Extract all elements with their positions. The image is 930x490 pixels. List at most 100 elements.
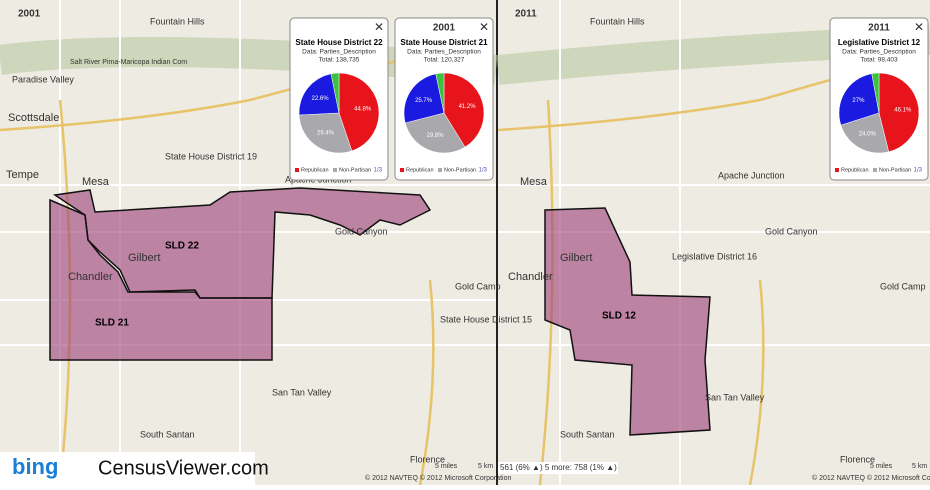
place: State House District 19 [165, 151, 257, 161]
copyright: © 2012 NAVTEQ © 2012 Microsoft Corporati… [365, 474, 511, 482]
legend-swatch [835, 168, 839, 172]
legend-swatch [438, 168, 442, 172]
brand-box [0, 452, 255, 485]
pie-slice [840, 112, 890, 154]
place: Gold Camp [455, 281, 501, 291]
slice-label: 29.8% [427, 133, 445, 139]
pager[interactable]: 1/3 [374, 168, 383, 174]
slice-label: 27% [852, 98, 865, 104]
legend-swatch [295, 168, 299, 172]
pie-slice [298, 112, 353, 154]
pie-slice [338, 72, 380, 152]
pie-slice [443, 72, 485, 148]
place: Chandler [508, 271, 553, 283]
status: 561 (6% ▲) 5 more: 758 (1% ▲) [500, 463, 617, 472]
place: Gold Canyon [335, 226, 388, 236]
place: Paradise Valley [12, 74, 74, 84]
site: CensusViewer.com [98, 457, 269, 479]
place: State House District 15 [440, 314, 532, 324]
legend-swatch [333, 168, 337, 172]
legend-swatch [873, 168, 877, 172]
legend-label: Non-Partisan [444, 167, 476, 173]
place: Florence [840, 454, 875, 464]
slice-label: 22.6% [312, 96, 330, 102]
legend-swatch [400, 168, 404, 172]
pager[interactable]: 1/3 [479, 168, 488, 174]
popup-subtitle: Data: Parties_Description [302, 49, 376, 56]
popup-title: State House District 21 [400, 38, 488, 47]
legend-label: Republican [841, 167, 869, 173]
popup-total: Total: 120,327 [424, 57, 465, 64]
district-22[interactable] [52, 187, 432, 299]
district-label: SLD 21 [95, 318, 129, 329]
close[interactable]: ✕ [914, 20, 924, 34]
popup-total: Total: 98,403 [860, 57, 898, 64]
popup-header: 2001 [433, 23, 456, 34]
popup-title: State House District 22 [295, 38, 383, 47]
legend-label: Non-Partisan [879, 167, 911, 173]
place: Scottsdale [8, 112, 59, 124]
pie-slice [330, 72, 340, 114]
popup: ✕ 2001 State House District 21 Data: Partie… [394, 17, 494, 181]
pie-slice [878, 72, 920, 153]
district-12[interactable] [544, 207, 711, 436]
popup-total: Total: 138,735 [319, 57, 360, 64]
place: Legislative District 16 [672, 251, 757, 261]
scale: 5 km [478, 463, 493, 470]
place: Florence [410, 454, 445, 464]
place: Gilbert [128, 252, 160, 264]
divider [496, 0, 498, 485]
slice-label: 24.0% [859, 132, 877, 138]
pager[interactable]: 1/3 [914, 168, 923, 174]
slice-label: 44.8% [354, 107, 372, 113]
year: 2011 [515, 9, 537, 20]
slice-label: 25.7% [415, 98, 433, 104]
pie-slice [435, 72, 445, 114]
place: Fountain Hills [590, 16, 645, 26]
popup-subtitle: Data: Parties_Description [407, 49, 481, 56]
place: South Santan [140, 429, 195, 439]
place: Gilbert [560, 252, 592, 264]
place: San Tan Valley [705, 392, 765, 402]
place: Gold Canyon [765, 226, 818, 236]
popup-header: 2011 [868, 23, 890, 34]
scale: 5 miles [435, 463, 458, 470]
popup: ✕ State House District 22 Data: Parties_De… [289, 17, 389, 181]
place: South Santan [560, 429, 615, 439]
slice-label: 41.2% [459, 104, 477, 110]
brand: bing [12, 454, 58, 479]
copyright: © 2012 NAVTEQ © 2012 Microsoft Corporati… [812, 474, 930, 482]
year: 2001 [18, 9, 41, 20]
place: Mesa [520, 176, 548, 188]
pie-slice [403, 73, 445, 124]
legend-label: Republican [406, 167, 434, 173]
pie-slice [838, 73, 880, 126]
district-label: SLD 22 [165, 241, 199, 252]
district-label: SLD 12 [602, 311, 636, 322]
pie-slice [298, 73, 340, 116]
scale: 5 miles [870, 463, 893, 470]
legend-label: Republican [301, 167, 329, 173]
place: San Tan Valley [272, 387, 332, 397]
scale: 5 km [912, 463, 927, 470]
pie-slice [871, 72, 880, 114]
popup-subtitle: Data: Parties_Description [842, 49, 916, 56]
place: Salt River Pima-Maricopa Indian Com [70, 59, 187, 66]
slice-label: 29.4% [317, 130, 335, 136]
popup: ✕ 2011 Legislative District 12 Data: Partie… [829, 17, 929, 181]
place: Tempe [6, 169, 39, 181]
legend-label: Non-Partisan [339, 167, 371, 173]
place: Gold Camp [880, 281, 926, 291]
pie-slice [404, 112, 466, 154]
place: Apache Junction [718, 170, 785, 180]
close[interactable]: ✕ [374, 20, 384, 34]
place: Fountain Hills [150, 16, 205, 26]
place: Mesa [82, 176, 110, 188]
district-21[interactable] [49, 198, 273, 361]
place: Chandler [68, 271, 113, 283]
slice-label: 46.1% [894, 108, 912, 114]
close[interactable]: ✕ [479, 20, 489, 34]
popup-title: Legislative District 12 [838, 38, 921, 47]
status-box [498, 462, 618, 474]
